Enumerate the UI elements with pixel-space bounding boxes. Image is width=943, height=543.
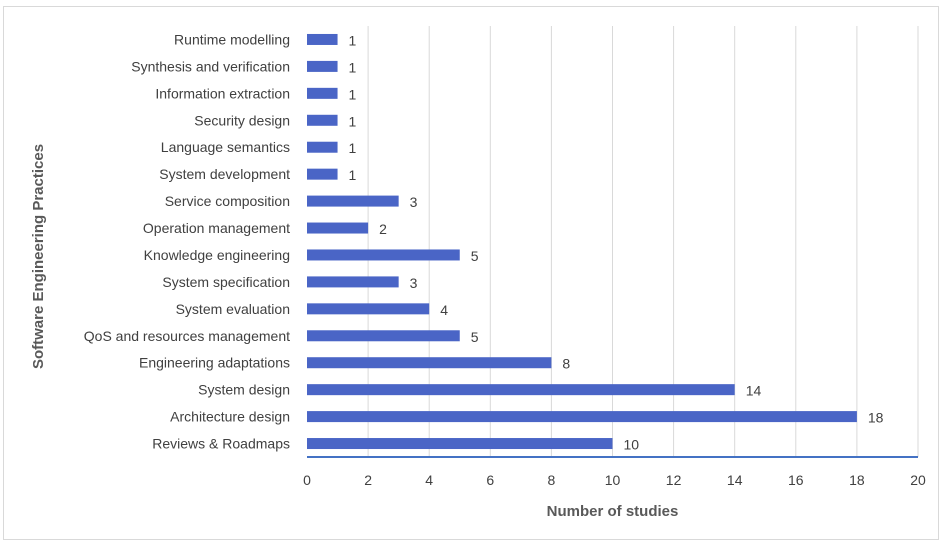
x-tick-label: 12 [666, 472, 682, 488]
bar [307, 168, 338, 180]
data-labels: 1 1 1 1 1 1 3 2 5 3 4 5 8 14 18 10 [349, 32, 884, 452]
x-axis-title: Number of studies [547, 503, 679, 520]
data-label: 4 [440, 302, 448, 318]
bar [307, 141, 338, 153]
category-label: Service composition [165, 193, 290, 209]
data-label: 1 [349, 59, 357, 75]
data-label: 1 [349, 32, 357, 48]
bar [307, 87, 338, 99]
bar [307, 438, 613, 450]
x-tick-label: 16 [788, 472, 804, 488]
bar [307, 60, 338, 72]
category-label: Architecture design [170, 409, 290, 425]
data-label: 2 [379, 221, 387, 237]
x-tick-label: 2 [364, 472, 372, 488]
x-tick-label: 0 [303, 472, 311, 488]
category-label: Engineering adaptations [139, 355, 290, 371]
x-tick-label: 4 [425, 472, 433, 488]
category-label: Reviews & Roadmaps [152, 436, 290, 452]
category-label: Language semantics [161, 139, 290, 155]
bar [307, 384, 735, 396]
data-label: 10 [624, 437, 640, 453]
bar [307, 330, 460, 342]
y-axis-title: Software Engineering Practices [30, 144, 47, 369]
category-labels: Runtime modelling Synthesis and verificat… [84, 31, 290, 451]
category-label: System design [198, 382, 290, 398]
data-label: 3 [410, 275, 418, 291]
x-tick-label: 6 [486, 472, 494, 488]
bar [307, 411, 857, 423]
category-label: Information extraction [155, 85, 290, 101]
category-label: Synthesis and verification [131, 58, 290, 74]
chart-frame [3, 6, 939, 540]
category-label: System specification [162, 274, 290, 290]
category-label: System development [159, 166, 290, 182]
bar [307, 276, 399, 288]
data-label: 5 [471, 329, 479, 345]
bar [307, 33, 338, 45]
category-label: Runtime modelling [174, 31, 290, 47]
data-label: 1 [349, 140, 357, 156]
data-label: 5 [471, 248, 479, 264]
x-tick-labels: 0 2 4 6 8 10 12 14 16 18 20 [303, 472, 926, 488]
data-label: 14 [746, 383, 762, 399]
bars [307, 33, 857, 450]
data-label: 1 [349, 86, 357, 102]
x-tick-label: 8 [548, 472, 556, 488]
data-label: 1 [349, 167, 357, 183]
category-label: System evaluation [176, 301, 290, 317]
category-label: Operation management [143, 220, 290, 236]
bar [307, 303, 430, 315]
category-label: QoS and resources management [84, 328, 290, 344]
bar [307, 222, 369, 234]
x-tick-label: 10 [605, 472, 621, 488]
x-tick-label: 14 [727, 472, 743, 488]
bar [307, 249, 460, 261]
x-tick-label: 20 [910, 472, 926, 488]
bar [307, 114, 338, 126]
x-tick-label: 18 [849, 472, 865, 488]
bar [307, 195, 399, 207]
data-label: 3 [410, 194, 418, 210]
category-label: Knowledge engineering [144, 247, 290, 263]
bar [307, 357, 552, 369]
data-label: 1 [349, 113, 357, 129]
category-label: Security design [194, 112, 290, 128]
data-label: 8 [562, 356, 570, 372]
data-label: 18 [868, 410, 884, 426]
